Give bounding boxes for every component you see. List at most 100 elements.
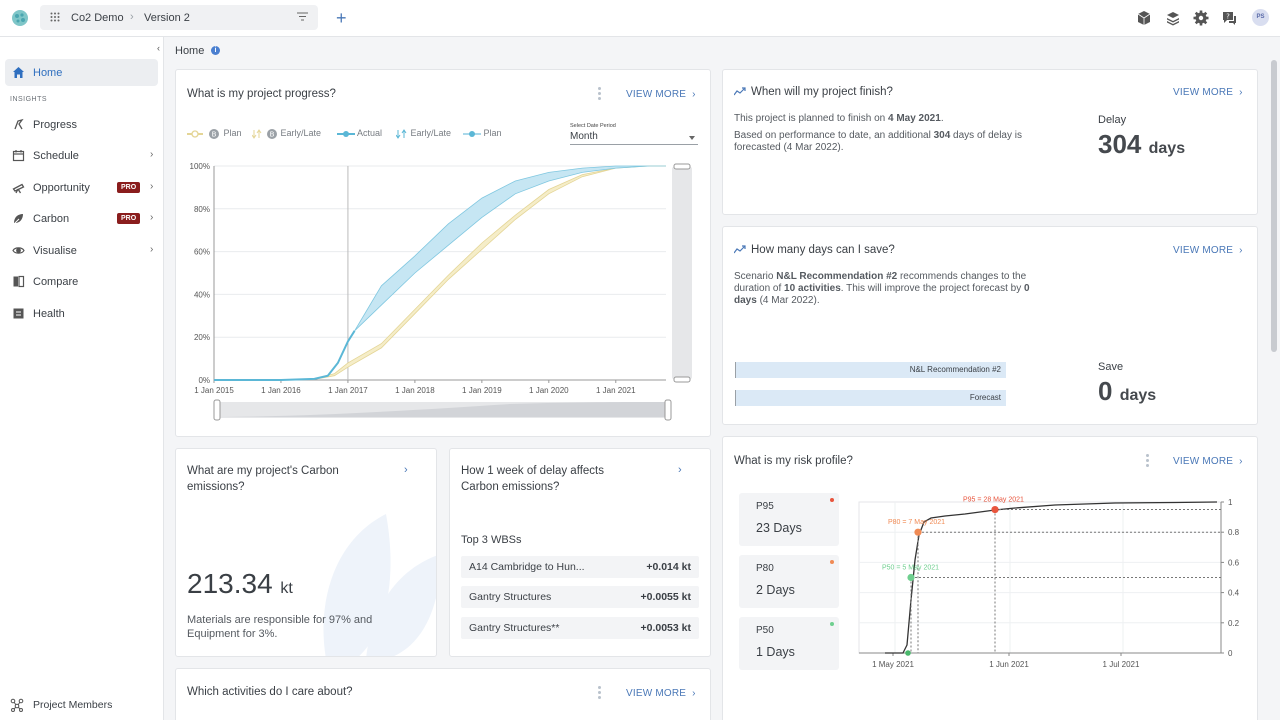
user-avatar[interactable]: PS xyxy=(1252,9,1269,26)
chevron-right-icon: › xyxy=(150,212,154,223)
project-name[interactable]: Co2 Demo xyxy=(71,12,124,24)
percentile-label: P95 = 28 May 2021 xyxy=(963,497,1024,504)
view-more-label: VIEW MORE xyxy=(1173,245,1234,256)
activities-card xyxy=(175,668,711,720)
settings-gear-icon[interactable] xyxy=(1193,10,1209,26)
chevron-right-icon: › xyxy=(150,181,154,192)
layers-icon[interactable] xyxy=(1165,10,1181,26)
scenario-bar[interactable]: N&L Recommendation #2 xyxy=(735,362,1006,378)
wbs-row[interactable]: Gantry Structures +0.0055 kt xyxy=(461,586,699,608)
info-icon[interactable]: i xyxy=(211,46,220,55)
finish-card xyxy=(722,69,1258,215)
p80-tile[interactable]: P80 2 Days xyxy=(739,555,839,608)
legend-arrows-icon xyxy=(396,128,407,139)
baseline-plan-band xyxy=(214,165,666,381)
more-options-icon[interactable] xyxy=(598,686,601,701)
risk-view-more-link[interactable]: VIEW MORE › xyxy=(1173,456,1243,467)
filter-lines-icon[interactable] xyxy=(297,12,308,21)
legend-early-late-baseline[interactable]: B Early/Late xyxy=(252,128,321,139)
app-logo-icon[interactable] xyxy=(11,9,29,27)
date-period-label: Select Date Period xyxy=(570,123,616,129)
legend-label: Plan xyxy=(483,128,502,138)
page-scrollbar[interactable] xyxy=(1271,60,1277,352)
x-tick-label: 1 May 2021 xyxy=(872,660,914,669)
x-tick-label: 1 Jan 2020 xyxy=(529,386,569,395)
x-tick-label: 1 Jan 2019 xyxy=(462,386,502,395)
chevron-right-icon: › xyxy=(150,244,154,255)
carbon-total-value: 213.34 kt xyxy=(187,568,293,599)
compare-icon xyxy=(12,275,25,288)
more-options-icon[interactable] xyxy=(598,87,601,102)
chevron-right-icon[interactable]: › xyxy=(404,464,408,476)
collapse-sidebar-button[interactable]: ‹ xyxy=(157,43,160,53)
legend-plan[interactable]: Plan xyxy=(463,128,502,139)
risk-chart[interactable]: 1 0.8 0.6 0.4 0.2 0 1 May 2021 1 Jun 2021 1 Jul … xyxy=(855,490,1250,670)
sidebar-item-home[interactable]: Home xyxy=(5,59,158,86)
wbs-row[interactable]: A14 Cambridge to Hun... +0.014 kt xyxy=(461,556,699,578)
sidebar-item-opportunity[interactable]: Opportunity PRO › xyxy=(5,174,158,201)
y-tick-label: 0.8 xyxy=(1228,528,1240,537)
caret-down-icon xyxy=(689,136,695,140)
date-period-select[interactable]: Month xyxy=(570,131,698,145)
status-dot xyxy=(830,622,834,626)
y-tick-label: 20% xyxy=(194,333,210,342)
project-members-link[interactable]: Project Members xyxy=(10,698,112,712)
finish-planned-text: This project is planned to finish on 4 M… xyxy=(734,113,944,124)
percentile-marker xyxy=(991,505,999,514)
plan-band xyxy=(354,165,666,332)
finish-view-more-link[interactable]: VIEW MORE › xyxy=(1173,87,1243,98)
view-more-label: VIEW MORE xyxy=(626,688,687,699)
help-chat-icon[interactable]: ? xyxy=(1221,10,1237,26)
sidebar-item-carbon[interactable]: Carbon PRO › xyxy=(5,205,158,232)
health-checklist-icon xyxy=(12,307,25,320)
add-tab-button[interactable]: + xyxy=(336,8,347,28)
progress-card xyxy=(175,69,711,437)
x-tick-label: 1 Jun 2021 xyxy=(989,660,1029,669)
y-tick-label: 0.2 xyxy=(1228,619,1240,628)
more-options-icon[interactable] xyxy=(1146,454,1149,469)
legend-actual-swatch-icon xyxy=(337,130,355,137)
sidebar-item-label: Opportunity xyxy=(33,182,90,194)
legend-arrows-icon: B xyxy=(252,128,277,139)
trend-icon xyxy=(734,87,746,96)
sidebar-item-compare[interactable]: Compare xyxy=(5,268,158,295)
carbon-breakdown-text: Materials are responsible for 97% and Equ… xyxy=(187,614,373,640)
progress-card-title: What is my project progress? xyxy=(187,88,336,100)
x-tick-label: 1 Jan 2017 xyxy=(328,386,368,395)
legend-label: Early/Late xyxy=(410,128,452,138)
x-tick-label: 1 Jan 2018 xyxy=(395,386,435,395)
forecast-bar[interactable]: Forecast xyxy=(735,390,1006,406)
section-label: INSIGHTS xyxy=(10,96,48,103)
legend-early-late[interactable]: Early/Late xyxy=(396,128,451,139)
x-tick-label: 1 Jul 2021 xyxy=(1103,660,1140,669)
leaf-icon xyxy=(12,212,25,225)
delay-label: Delay xyxy=(1098,114,1127,126)
legend-plan-baseline[interactable]: B Plan xyxy=(187,128,242,139)
legend-baseline-badge: B xyxy=(212,130,217,138)
wbs-row[interactable]: Gantry Structures** +0.0053 kt xyxy=(461,617,699,639)
zoom-handle xyxy=(673,163,691,170)
grid-icon xyxy=(50,12,60,22)
version-name[interactable]: Version 2 xyxy=(144,12,190,24)
project-selector[interactable]: Co2 Demo › Version 2 xyxy=(40,5,318,30)
percentile-label: P80 = 7 May 2021 xyxy=(888,519,945,526)
carbon-card[interactable] xyxy=(175,448,437,657)
activities-view-more-link[interactable]: VIEW MORE › xyxy=(626,688,696,699)
trend-icon xyxy=(734,245,746,254)
zoom-handle xyxy=(213,399,221,421)
y-tick-label: 100% xyxy=(190,162,210,171)
sidebar-item-visualise[interactable]: Visualise › xyxy=(5,237,158,264)
legend-actual[interactable]: Actual xyxy=(337,128,382,139)
cube-icon[interactable] xyxy=(1136,10,1152,26)
legend-plan-swatch-icon xyxy=(463,130,481,137)
sidebar-item-schedule[interactable]: Schedule › xyxy=(5,142,158,169)
sidebar-item-health[interactable]: Health xyxy=(5,300,158,327)
project-members-label: Project Members xyxy=(33,699,113,711)
save-view-more-link[interactable]: VIEW MORE › xyxy=(1173,245,1243,256)
p50-tile[interactable]: P50 1 Days xyxy=(739,617,839,670)
chevron-right-icon[interactable]: › xyxy=(678,464,682,476)
progress-chart[interactable]: 100% 80% 60% 40% 20% 0%1 Jan 2015 1 Jan 2016 1 … xyxy=(180,155,700,425)
p95-tile[interactable]: P95 23 Days xyxy=(739,493,839,546)
sidebar-item-progress[interactable]: Progress xyxy=(5,111,158,138)
progress-view-more-link[interactable]: VIEW MORE › xyxy=(626,89,696,100)
